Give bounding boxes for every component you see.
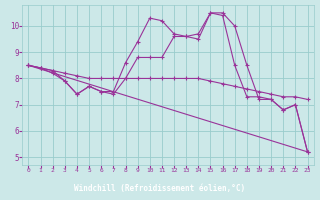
Text: Windchill (Refroidissement éolien,°C): Windchill (Refroidissement éolien,°C) — [75, 184, 245, 193]
